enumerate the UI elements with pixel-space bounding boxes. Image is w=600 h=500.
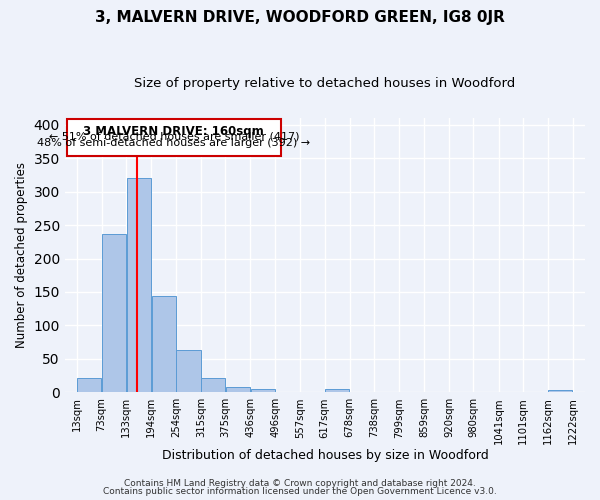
Bar [176, 350, 200, 393]
Bar [201, 378, 225, 392]
Bar [226, 387, 250, 392]
X-axis label: Distribution of detached houses by size in Woodford: Distribution of detached houses by size … [161, 450, 488, 462]
Text: 48% of semi-detached houses are larger (392) →: 48% of semi-detached houses are larger (… [37, 138, 310, 148]
Bar [152, 296, 176, 392]
Bar [548, 390, 572, 392]
Y-axis label: Number of detached properties: Number of detached properties [15, 162, 28, 348]
Text: 3 MALVERN DRIVE: 160sqm: 3 MALVERN DRIVE: 160sqm [83, 124, 264, 138]
Bar [251, 389, 275, 392]
Bar [102, 234, 126, 392]
Text: ← 51% of detached houses are smaller (417): ← 51% of detached houses are smaller (41… [49, 132, 299, 141]
Bar [77, 378, 101, 392]
FancyBboxPatch shape [67, 120, 281, 156]
Bar [325, 389, 349, 392]
Text: 3, MALVERN DRIVE, WOODFORD GREEN, IG8 0JR: 3, MALVERN DRIVE, WOODFORD GREEN, IG8 0J… [95, 10, 505, 25]
Bar [127, 178, 151, 392]
Text: Contains HM Land Registry data © Crown copyright and database right 2024.: Contains HM Land Registry data © Crown c… [124, 478, 476, 488]
Text: Contains public sector information licensed under the Open Government Licence v3: Contains public sector information licen… [103, 487, 497, 496]
Title: Size of property relative to detached houses in Woodford: Size of property relative to detached ho… [134, 78, 515, 90]
